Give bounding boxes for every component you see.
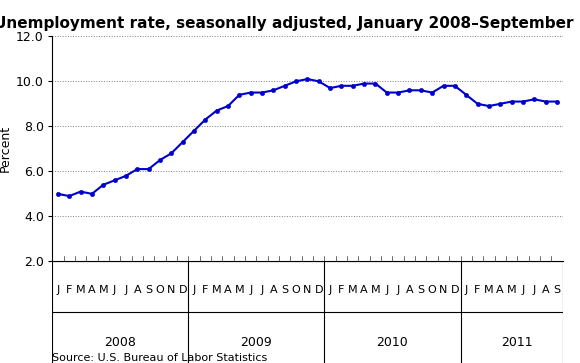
Text: D: D	[314, 285, 323, 295]
Y-axis label: Percent: Percent	[0, 125, 12, 172]
Title: Unemployment rate, seasonally adjusted, January 2008–September 2011: Unemployment rate, seasonally adjusted, …	[0, 16, 580, 31]
Text: 2010: 2010	[376, 336, 408, 349]
Text: A: A	[88, 285, 96, 295]
Text: J: J	[193, 285, 195, 295]
Text: M: M	[99, 285, 108, 295]
Text: M: M	[76, 285, 85, 295]
Text: A: A	[542, 285, 549, 295]
Text: F: F	[66, 285, 72, 295]
Text: J: J	[260, 285, 264, 295]
Text: F: F	[202, 285, 208, 295]
Text: S: S	[145, 285, 152, 295]
Text: J: J	[521, 285, 524, 295]
Text: N: N	[167, 285, 176, 295]
Text: 2009: 2009	[241, 336, 272, 349]
Text: A: A	[360, 285, 368, 295]
Text: S: S	[281, 285, 288, 295]
Text: O: O	[292, 285, 300, 295]
Text: M: M	[371, 285, 380, 295]
Text: Source: U.S. Bureau of Labor Statistics: Source: U.S. Bureau of Labor Statistics	[52, 353, 267, 363]
Text: M: M	[212, 285, 222, 295]
Text: N: N	[439, 285, 448, 295]
Text: J: J	[113, 285, 116, 295]
Text: O: O	[428, 285, 437, 295]
Text: J: J	[124, 285, 128, 295]
Text: A: A	[133, 285, 141, 295]
Text: F: F	[338, 285, 345, 295]
Text: J: J	[465, 285, 468, 295]
Text: S: S	[553, 285, 560, 295]
Text: J: J	[56, 285, 60, 295]
Text: J: J	[385, 285, 389, 295]
Text: F: F	[474, 285, 481, 295]
Text: N: N	[303, 285, 311, 295]
Text: 2011: 2011	[502, 336, 533, 349]
Text: J: J	[532, 285, 536, 295]
Text: M: M	[484, 285, 494, 295]
Text: A: A	[496, 285, 504, 295]
Text: A: A	[270, 285, 277, 295]
Text: J: J	[397, 285, 400, 295]
Text: D: D	[179, 285, 187, 295]
Text: A: A	[405, 285, 414, 295]
Text: D: D	[451, 285, 459, 295]
Text: J: J	[328, 285, 332, 295]
Text: 2008: 2008	[104, 336, 136, 349]
Text: O: O	[155, 285, 164, 295]
Text: A: A	[224, 285, 232, 295]
Text: M: M	[348, 285, 358, 295]
Text: M: M	[234, 285, 244, 295]
Text: S: S	[417, 285, 425, 295]
Text: J: J	[249, 285, 252, 295]
Text: M: M	[507, 285, 516, 295]
